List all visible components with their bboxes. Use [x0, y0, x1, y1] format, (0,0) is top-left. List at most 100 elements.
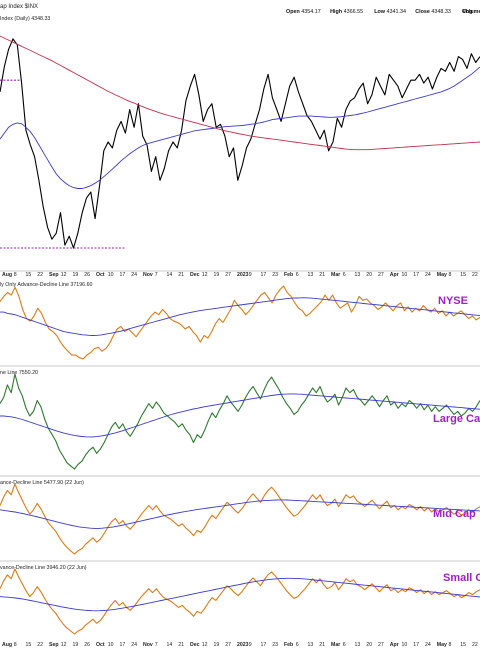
x-tick-label: 6 — [343, 272, 346, 278]
x-tick-label: Aug — [2, 272, 12, 278]
x-tick-label: Mar — [331, 272, 340, 278]
x-tick-label: 14 — [167, 642, 173, 648]
x-tick-label: 10 — [108, 642, 114, 648]
x-tick-label: Nov — [143, 642, 153, 648]
x-tick-label: 13 — [308, 642, 314, 648]
small_cap-label: Small C — [443, 572, 480, 584]
small_cap-ad_line-line — [0, 569, 480, 634]
x-tick-label: 13 — [308, 272, 314, 278]
x-tick-label: May — [437, 272, 447, 278]
x-tick-label: Dec — [190, 642, 200, 648]
x-tick-label: 17 — [120, 272, 126, 278]
chg-readout: Chg — [462, 9, 472, 15]
x-tick-label: Oct — [96, 272, 105, 278]
x-tick-label: 21 — [178, 642, 184, 648]
x-tick-label: 6 — [343, 642, 346, 648]
x-tick-label: 10 — [402, 272, 408, 278]
chart-title: ap Index $INX — [0, 4, 38, 10]
x-tick-label: 24 — [131, 272, 137, 278]
x-tick-label: 23 — [272, 642, 278, 648]
nyse-ma-line — [0, 298, 480, 336]
x-tick-label: 24 — [131, 642, 137, 648]
x-tick-label: 19 — [214, 642, 220, 648]
x-tick-label: 8 — [14, 272, 17, 278]
x-tick-label: 19 — [214, 272, 220, 278]
x-tick-label: 21 — [178, 272, 184, 278]
x-tick-label: 20 — [366, 272, 372, 278]
x-tick-label: Nov — [143, 272, 153, 278]
x-tick-label: 13 — [355, 272, 361, 278]
large_cap-ma-line — [0, 394, 480, 437]
x-tick-label: Mar — [331, 642, 340, 648]
x-tick-label: 8 — [449, 272, 452, 278]
x-tick-label: 9 — [249, 642, 252, 648]
x-tick-label: 15 — [460, 642, 466, 648]
nyse-legend: ly Only Advance-Decline Line 37196.60 — [0, 282, 93, 288]
x-tick-label: Apr — [390, 272, 399, 278]
small_cap-ma-line — [0, 578, 480, 611]
mid_cap-ma-line — [0, 500, 480, 529]
x-tick-label: 12 — [202, 272, 208, 278]
large_cap-ad_line-line — [0, 374, 480, 469]
x-tick-label: 23 — [272, 272, 278, 278]
x-tick-label: 17 — [261, 642, 267, 648]
high-readout: High 4366.55 — [330, 9, 363, 15]
x-tick-label: 12 — [202, 642, 208, 648]
x-tick-label: Feb — [284, 642, 293, 648]
x-tick-label: 8 — [14, 642, 17, 648]
mid_cap-label: Mid Cap — [433, 508, 476, 520]
x-tick-label: Aug — [2, 642, 12, 648]
x-tick-label: 14 — [167, 272, 173, 278]
x-tick-label: 6 — [296, 272, 299, 278]
close-readout: Close 4348.33 — [415, 9, 451, 15]
x-tick-label: 6 — [296, 642, 299, 648]
x-tick-label: 7 — [155, 272, 158, 278]
large_cap-legend: ne Line 7550.20 — [0, 370, 38, 376]
price-price-line — [0, 39, 480, 248]
x-tick-label: 26 — [84, 272, 90, 278]
mid_cap-legend: ance-Decline Line 5477.90 (22 Jun) — [0, 480, 84, 486]
x-tick-label: 2023 — [237, 272, 249, 278]
x-tick-label: 27 — [378, 642, 384, 648]
mid_cap-ad_line-line — [0, 484, 480, 554]
large_cap-label: Large Cap — [433, 413, 480, 425]
price-legend: Index (Daily) 4348.33 — [0, 16, 50, 22]
x-tick-label: 27 — [225, 272, 231, 278]
x-tick-label: 2023 — [237, 642, 249, 648]
x-tick-label: 20 — [366, 642, 372, 648]
x-tick-label: 22 — [37, 272, 43, 278]
x-tick-label: 26 — [84, 642, 90, 648]
x-tick-label: 13 — [355, 642, 361, 648]
x-tick-label: 27 — [225, 642, 231, 648]
x-tick-label: 19 — [73, 272, 79, 278]
x-tick-label: 19 — [73, 642, 79, 648]
x-tick-label: 21 — [319, 642, 325, 648]
nyse-ad_line-line — [0, 286, 480, 359]
x-tick-label: 24 — [425, 642, 431, 648]
x-tick-label: 10 — [108, 272, 114, 278]
small_cap-legend: vance-Decline Line 3946.20 (22 Jun) — [0, 565, 87, 571]
x-tick-label: Oct — [96, 642, 105, 648]
x-tick-label: 10 — [402, 642, 408, 648]
x-tick-label: 15 — [26, 272, 32, 278]
x-tick-label: 15 — [26, 642, 32, 648]
x-tick-label: 12 — [61, 642, 67, 648]
price-ma_long-line — [0, 36, 480, 150]
x-tick-label: Apr — [390, 642, 399, 648]
x-tick-label: 22 — [472, 642, 478, 648]
x-tick-label: 24 — [425, 272, 431, 278]
open-readout: Open 4354.17 — [286, 9, 321, 15]
x-tick-label: 15 — [460, 272, 466, 278]
x-tick-label: Dec — [190, 272, 200, 278]
x-tick-label: 17 — [120, 642, 126, 648]
low-readout: Low 4341.34 — [374, 9, 406, 15]
x-tick-label: 7 — [155, 642, 158, 648]
nyse-label: NYSE — [438, 295, 468, 307]
x-tick-label: 12 — [61, 272, 67, 278]
x-tick-label: 17 — [413, 642, 419, 648]
x-tick-label: Sep — [49, 642, 59, 648]
x-tick-label: Feb — [284, 272, 293, 278]
x-tick-label: 22 — [37, 642, 43, 648]
x-tick-label: Sep — [49, 272, 59, 278]
x-tick-label: 27 — [378, 272, 384, 278]
